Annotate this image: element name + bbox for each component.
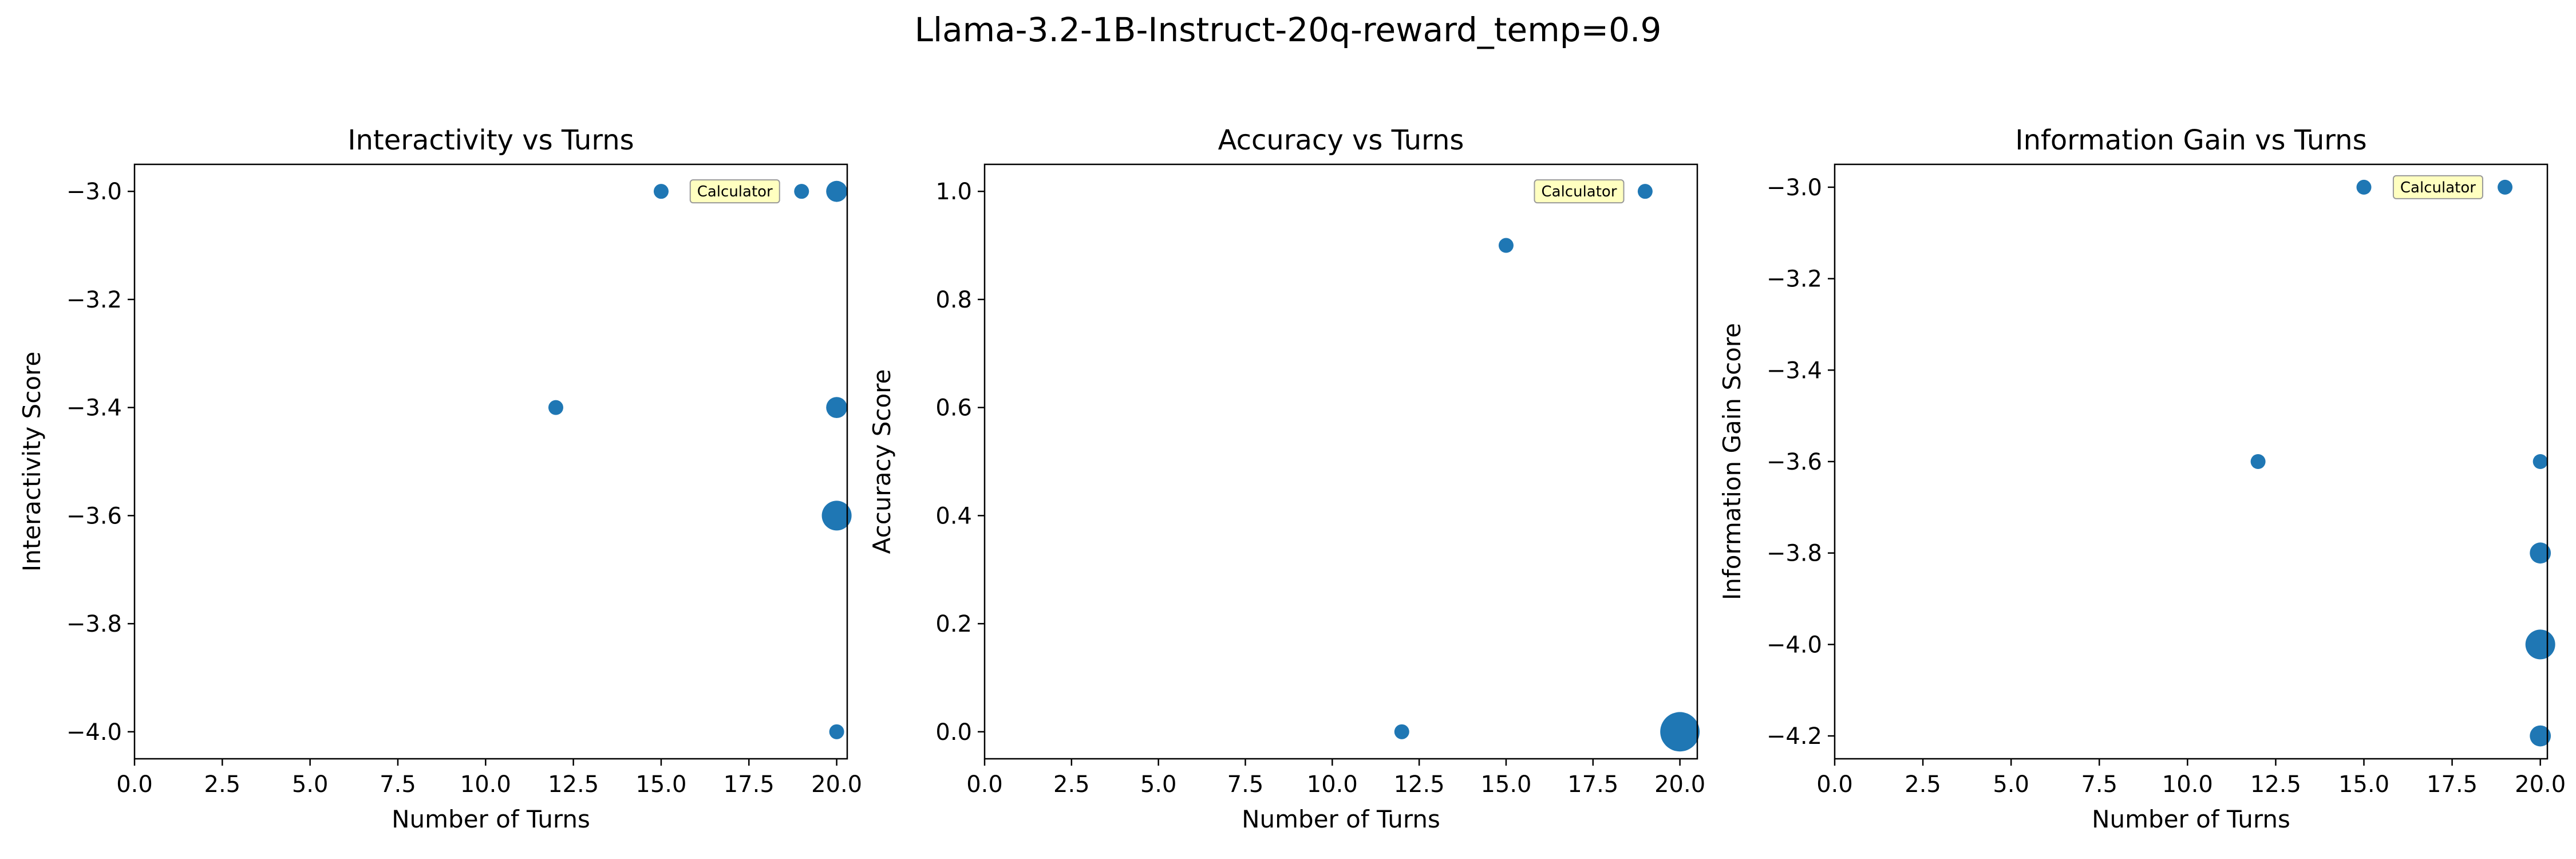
y-axis-label: Accuracy Score [868, 369, 896, 554]
y-tick-label: 0.4 [935, 503, 972, 529]
x-tick-label: 20.0 [1654, 771, 1705, 798]
x-tick-label: 20.0 [2515, 771, 2566, 798]
chart-panel-a: Interactivity vs Turns 0.0 2.5 5.0 7.5 10.0 12… [18, 124, 862, 833]
chart-title: Information Gain vs Turns [2015, 124, 2366, 156]
x-tick-label: 2.5 [204, 771, 241, 798]
x-tick-label: 12.5 [2250, 771, 2301, 798]
x-tick-label: 0.0 [116, 771, 153, 798]
data-point [1660, 712, 1700, 752]
x-tick-label: 2.5 [1905, 771, 1941, 798]
x-tick-label: 0.0 [966, 771, 1003, 798]
y-tick-label: −4.2 [1767, 723, 1822, 750]
x-tick-label: 7.5 [380, 771, 416, 798]
x-tick-label: 7.5 [1227, 771, 1264, 798]
x-tick-label: 10.0 [2162, 771, 2213, 798]
x-tick-label: 10.0 [460, 771, 511, 798]
data-point [2498, 179, 2513, 195]
x-tick-label: 15.0 [2338, 771, 2389, 798]
data-point [826, 397, 847, 419]
y-tick-label: −3.8 [1767, 541, 1822, 567]
y-tick-label: −4.0 [66, 719, 122, 746]
data-point [829, 724, 844, 739]
annotation-label: Calculator [697, 183, 773, 200]
y-tick-label: −3.0 [1767, 175, 1822, 201]
x-tick-label: 5.0 [1993, 771, 2029, 798]
data-point [1637, 184, 1653, 199]
x-axis-label: Number of Turns [1242, 805, 1440, 833]
y-tick-label: −3.2 [1767, 266, 1822, 293]
data-point [2525, 629, 2555, 660]
annotation-box [2392, 175, 2483, 199]
x-tick-label: 20.0 [811, 771, 862, 798]
y-axis-label: Information Gain Score [1718, 323, 1746, 600]
data-point [2530, 542, 2551, 564]
x-tick-label: 17.5 [2427, 771, 2478, 798]
y-tick-label: 0.0 [935, 719, 972, 746]
data-point [1394, 724, 1409, 739]
x-tick-label: 17.5 [1567, 771, 1618, 798]
figure-title: Llama-3.2-1B-Instruct-20q-reward_temp=0.… [915, 10, 1662, 49]
chart-panels: Interactivity vs Turns 0.0 2.5 5.0 7.5 10.0 12… [18, 124, 2566, 833]
chart-panel-c: Information Gain vs Turns 0.0 2.5 5.0 7.5 10.… [1718, 124, 2566, 833]
calculator-annotation: Calculator [689, 179, 780, 204]
axes-frame [983, 163, 1698, 760]
data-point [2356, 179, 2372, 195]
x-tick-label: 12.5 [1394, 771, 1445, 798]
y-tick-label: −3.8 [66, 611, 122, 637]
x-tick-label: 17.5 [724, 771, 775, 798]
x-tick-label: 15.0 [635, 771, 686, 798]
data-point [2250, 454, 2266, 469]
x-tick-label: 15.0 [1480, 771, 1531, 798]
y-tick-label: −4.0 [1767, 632, 1822, 658]
data-point [2532, 454, 2548, 469]
axes-frame [1834, 163, 2549, 760]
annotation-box [689, 179, 780, 204]
x-tick-label: 12.5 [548, 771, 599, 798]
x-tick-label: 5.0 [1140, 771, 1177, 798]
annotation-box [1534, 179, 1625, 204]
data-point [821, 501, 852, 531]
y-tick-label: −3.6 [66, 503, 122, 529]
y-tick-label: −3.6 [1767, 449, 1822, 475]
calculator-annotation: Calculator [2392, 175, 2483, 199]
x-tick-label: 10.0 [1307, 771, 1358, 798]
y-tick-label: 0.6 [935, 395, 972, 421]
x-tick-label: 7.5 [2081, 771, 2117, 798]
annotation-label: Calculator [2400, 179, 2476, 196]
x-axis-label: Number of Turns [392, 805, 590, 833]
x-tick-label: 5.0 [292, 771, 329, 798]
y-tick-label: −3.4 [1767, 357, 1822, 384]
chart-title: Accuracy vs Turns [1218, 124, 1464, 156]
y-tick-label: −3.4 [66, 395, 122, 421]
axes-frame [133, 163, 848, 760]
x-tick-label: 0.0 [1816, 771, 1853, 798]
y-tick-label: 0.2 [935, 611, 972, 637]
annotation-label: Calculator [1541, 183, 1617, 200]
y-axis-label: Interactivity Score [18, 352, 46, 572]
y-tick-label: −3.0 [66, 179, 122, 205]
y-tick-label: 1.0 [935, 179, 972, 205]
data-point [653, 184, 669, 199]
data-point [2530, 725, 2551, 747]
y-tick-label: −3.2 [66, 287, 122, 313]
data-point [826, 180, 847, 202]
chart-title: Interactivity vs Turns [347, 124, 634, 156]
y-tick-label: 0.8 [935, 287, 972, 313]
x-axis-label: Number of Turns [2092, 805, 2290, 833]
data-point [1498, 238, 1514, 253]
x-tick-label: 2.5 [1053, 771, 1090, 798]
calculator-annotation: Calculator [1534, 179, 1625, 204]
data-point [794, 184, 809, 199]
data-point [548, 400, 563, 415]
chart-panel-b: Accuracy vs Turns 0.0 2.5 5.0 7.5 10.0 12.5 15.… [868, 124, 1705, 833]
